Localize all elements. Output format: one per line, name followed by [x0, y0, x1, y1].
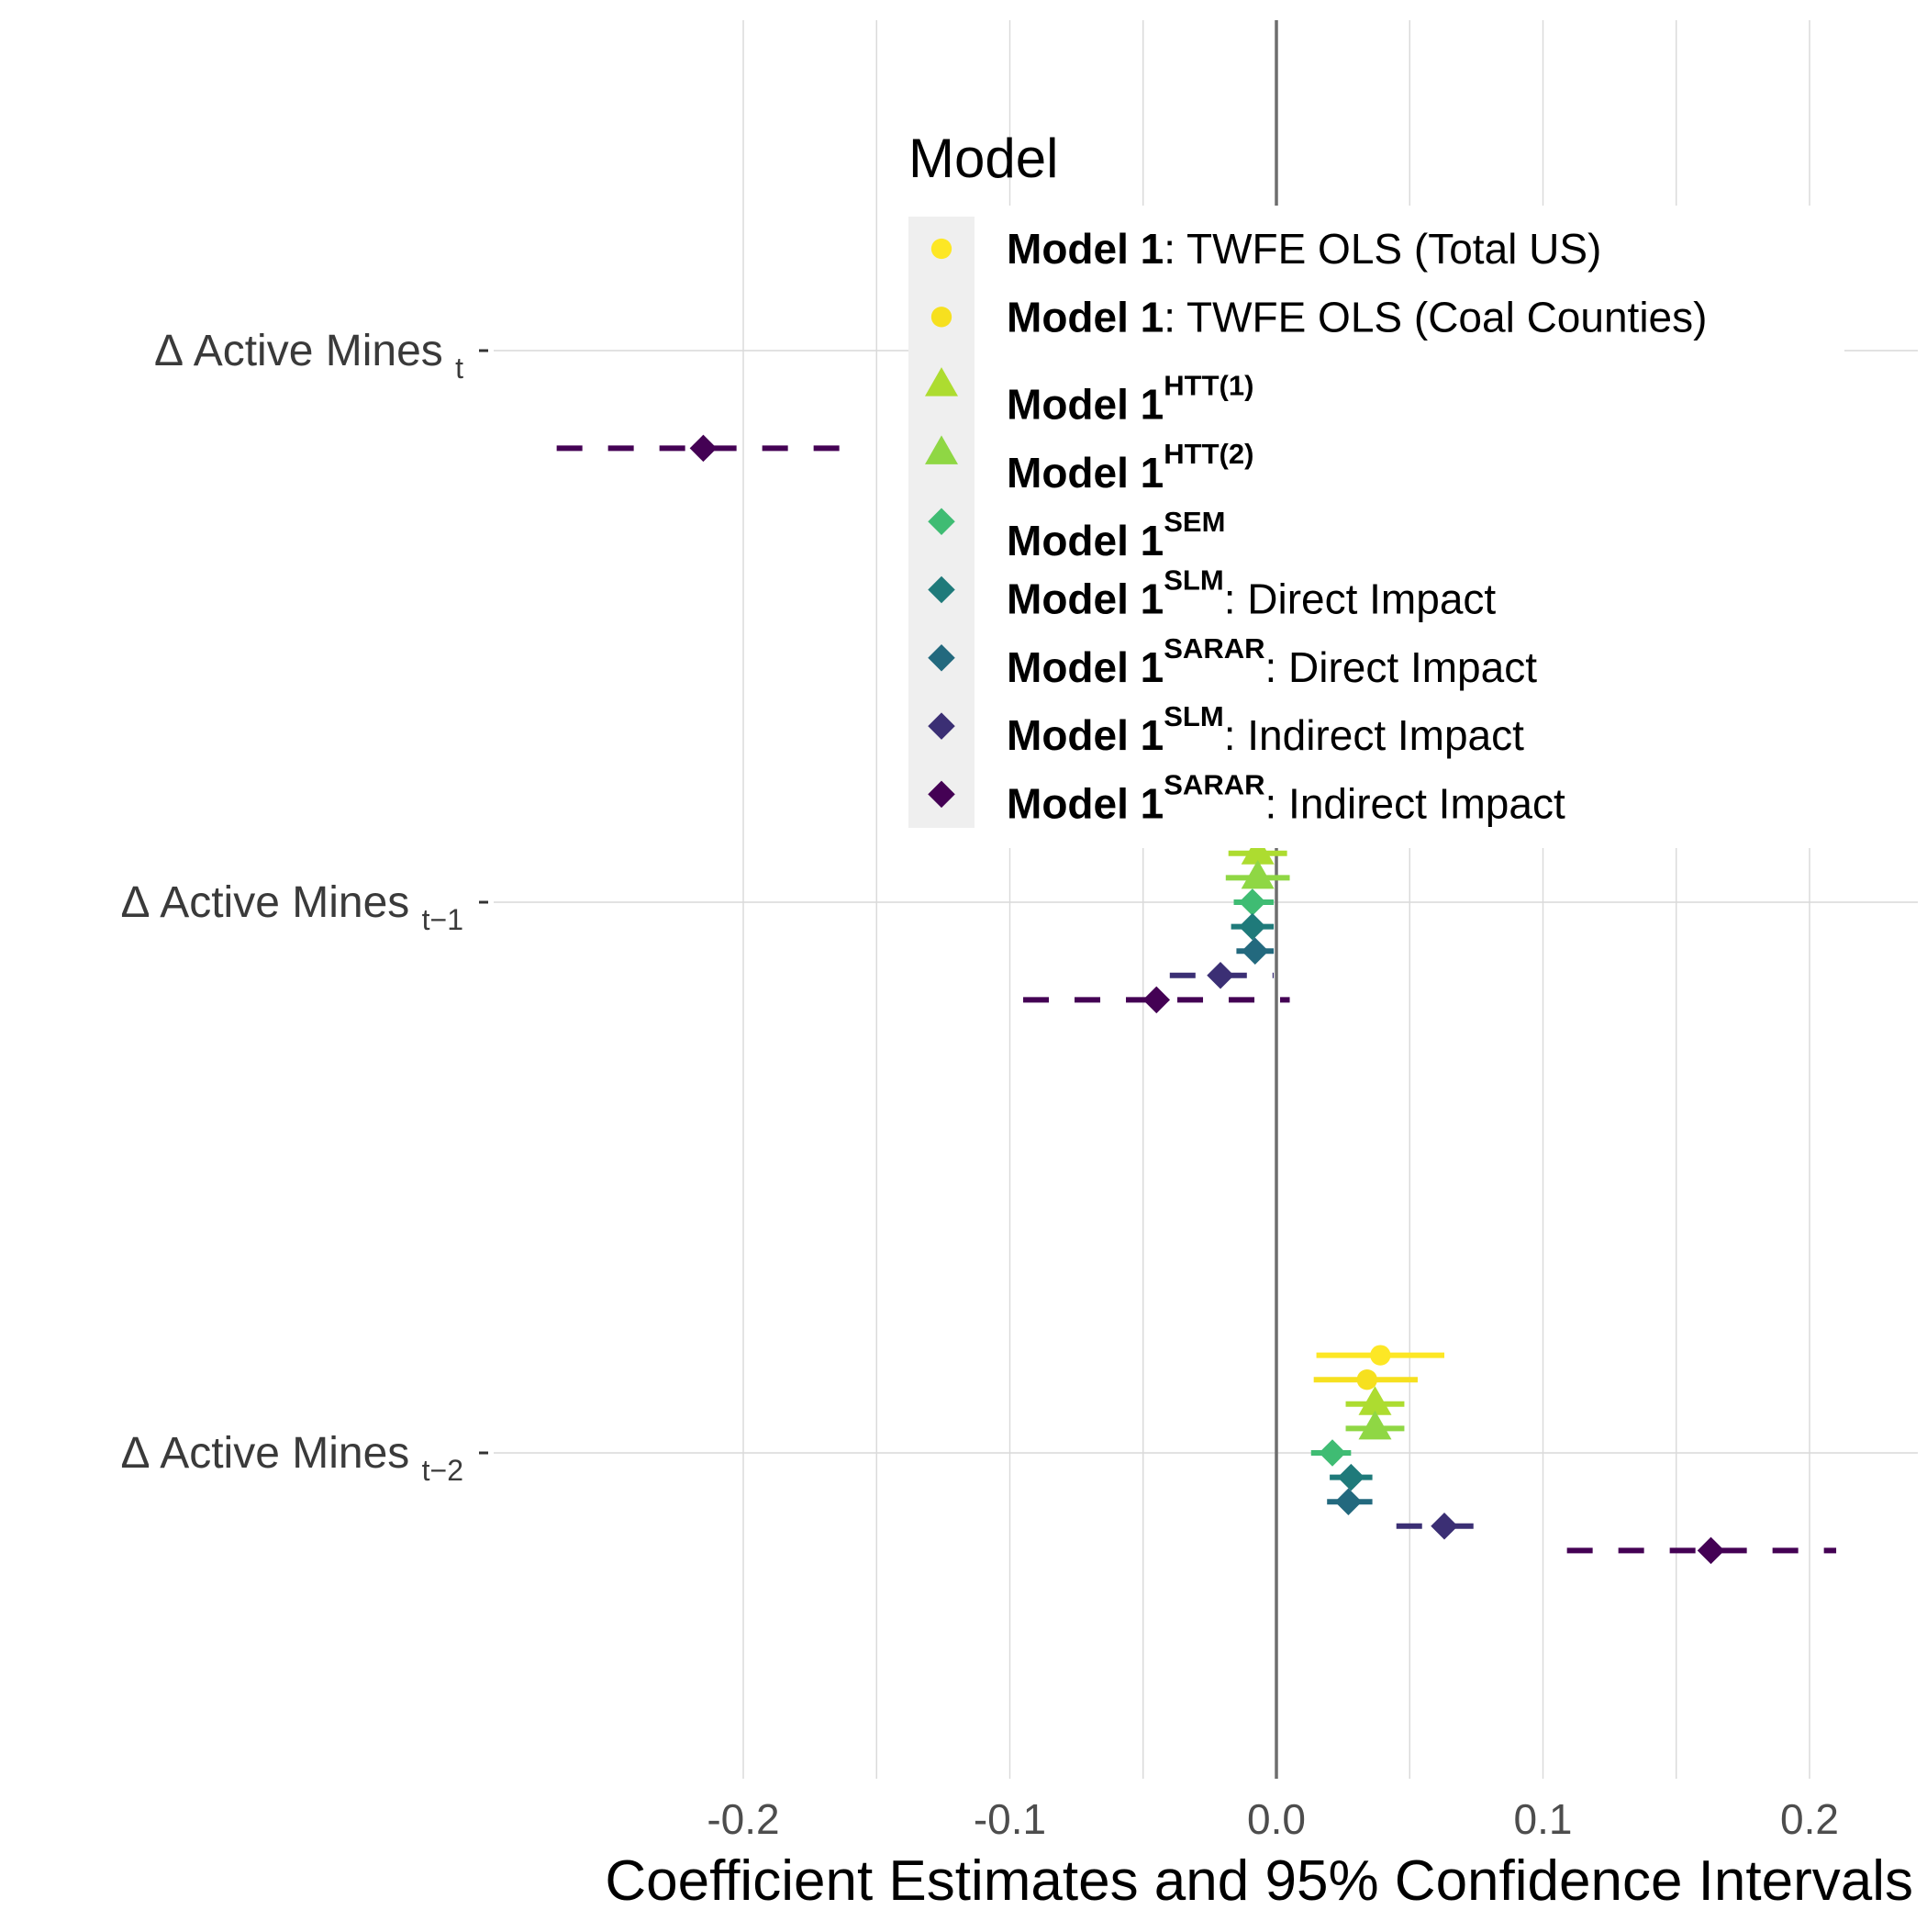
legend-title: Model	[908, 128, 1058, 189]
point-estimate	[1370, 1345, 1391, 1366]
legend-label: Model 1SARAR: Direct Impact	[1007, 632, 1537, 691]
point-estimate	[689, 434, 718, 463]
legend-key	[928, 712, 955, 740]
y-tick-label: Δ Active Mines t−1	[120, 878, 463, 936]
point-estimate	[1239, 888, 1266, 916]
legend-label: Model 1: TWFE OLS (Coal Counties)	[1007, 293, 1707, 341]
point-estimate	[1697, 1536, 1725, 1565]
legend-label: Model 1SARAR: Indirect Impact	[1007, 768, 1565, 827]
legend-key	[930, 307, 952, 328]
point-estimate	[1241, 835, 1275, 865]
legend-key	[928, 575, 955, 604]
legend-background	[908, 206, 1844, 848]
point-estimate	[1334, 1488, 1363, 1515]
legend-key	[928, 780, 955, 809]
y-tick-label: Δ Active Mines t	[154, 327, 463, 385]
axis-layer: -0.2 -0.1 0.0 0.1 0.2 Δ Active Mines t Δ Activ…	[120, 327, 1839, 1843]
x-tick-label: 0.1	[1514, 1795, 1573, 1843]
y-tick-label: Δ Active Mines t−2	[120, 1429, 463, 1487]
point-estimate	[1358, 1386, 1392, 1415]
legend-key	[925, 367, 958, 396]
legend-label: Model 1SLM: Direct Impact	[1007, 564, 1496, 623]
legend: Model Model 1: TWFE OLS (Total US) Model 1…	[908, 128, 1844, 848]
x-tick-label: -0.2	[707, 1795, 779, 1843]
point-estimate	[1207, 962, 1234, 989]
legend-label: Model 1HTT(2)	[1007, 438, 1253, 497]
point-estimate	[1337, 1463, 1365, 1491]
legend-key	[925, 435, 958, 464]
point-estimate	[1239, 912, 1266, 941]
point-estimate	[1431, 1513, 1458, 1540]
point-estimate	[1241, 859, 1275, 889]
point-estimate	[1356, 1369, 1377, 1390]
point-estimate	[1358, 1410, 1392, 1440]
legend-key	[930, 238, 952, 260]
legend-key	[928, 508, 955, 535]
legend-label: Model 1HTT(1)	[1007, 370, 1253, 429]
x-axis-title: Coefficient Estimates and 95% Confidence…	[605, 1849, 1913, 1913]
x-tick-label: 0.0	[1247, 1795, 1306, 1843]
legend-label: Model 1: TWFE OLS (Total US)	[1007, 225, 1601, 273]
legend-label: Model 1SLM: Indirect Impact	[1007, 700, 1524, 759]
marks-layer	[556, 434, 1837, 1565]
point-estimate	[1242, 937, 1269, 965]
point-estimate	[1319, 1439, 1346, 1467]
legend-label: Model 1SEM	[1007, 506, 1225, 564]
x-tick-label: 0.2	[1780, 1795, 1839, 1843]
legend-key	[928, 644, 955, 672]
point-estimate	[1142, 986, 1171, 1014]
x-tick-label: -0.1	[974, 1795, 1046, 1843]
